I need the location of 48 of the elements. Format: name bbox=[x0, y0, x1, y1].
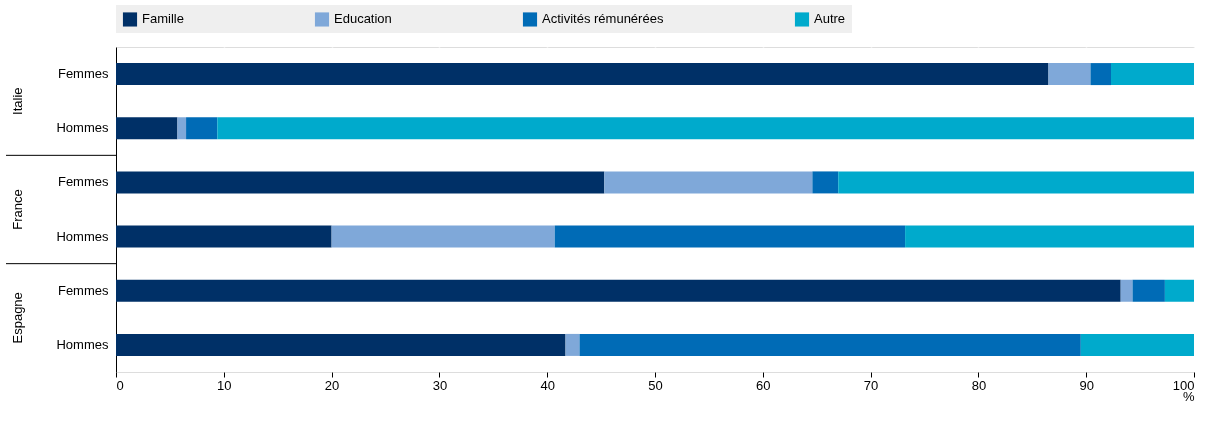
bar bbox=[116, 333, 566, 356]
x-tick-label: 0 bbox=[116, 377, 124, 393]
text: Italie bbox=[10, 87, 25, 115]
y-tick-label: Hommes bbox=[56, 120, 109, 136]
x-tick-label: 90 bbox=[1079, 377, 1094, 393]
legend-label: Activités rémunérées bbox=[542, 11, 664, 27]
bar bbox=[1048, 63, 1091, 86]
bar bbox=[1120, 279, 1133, 302]
x-tick-label: 30 bbox=[432, 377, 448, 393]
bar bbox=[1090, 63, 1111, 86]
x-tick-label: 100 bbox=[1172, 377, 1195, 393]
x-tick-label: 80 bbox=[971, 377, 987, 393]
legend-label: Education bbox=[334, 11, 392, 27]
bar bbox=[331, 225, 555, 248]
bar bbox=[116, 279, 1121, 302]
bar bbox=[116, 117, 178, 140]
x-tick-label: 60 bbox=[756, 377, 771, 393]
bar bbox=[838, 171, 1194, 194]
bar bbox=[1080, 333, 1194, 356]
bar bbox=[116, 63, 1049, 86]
y-tick-label: Hommes bbox=[56, 228, 109, 244]
y-tick-label: Femmes bbox=[57, 66, 109, 82]
bar bbox=[812, 171, 839, 194]
text: France bbox=[10, 189, 25, 230]
x-tick-label: 40 bbox=[540, 377, 555, 393]
bar bbox=[565, 333, 580, 356]
bar bbox=[1132, 279, 1165, 302]
y-tick-label: Femmes bbox=[57, 174, 109, 190]
bar bbox=[579, 333, 1081, 356]
bar bbox=[1164, 279, 1194, 302]
bar bbox=[1110, 63, 1194, 86]
bar bbox=[177, 117, 187, 140]
bar bbox=[186, 117, 218, 140]
text: Espagne bbox=[10, 292, 25, 344]
bar bbox=[217, 117, 1194, 140]
y-tick-label: Hommes bbox=[56, 336, 109, 352]
bar bbox=[554, 225, 906, 248]
x-tick-label: 50 bbox=[648, 377, 663, 393]
bar bbox=[905, 225, 1194, 248]
y-tick-label: Femmes bbox=[57, 282, 109, 298]
bar bbox=[604, 171, 813, 194]
bar bbox=[116, 171, 605, 194]
x-tick-label: 20 bbox=[324, 377, 340, 393]
legend-label: Autre bbox=[814, 11, 846, 27]
x-tick-label: 70 bbox=[863, 377, 879, 393]
bar bbox=[116, 225, 332, 248]
legend-label: Famille bbox=[142, 11, 184, 27]
x-tick-label: 10 bbox=[217, 377, 232, 393]
